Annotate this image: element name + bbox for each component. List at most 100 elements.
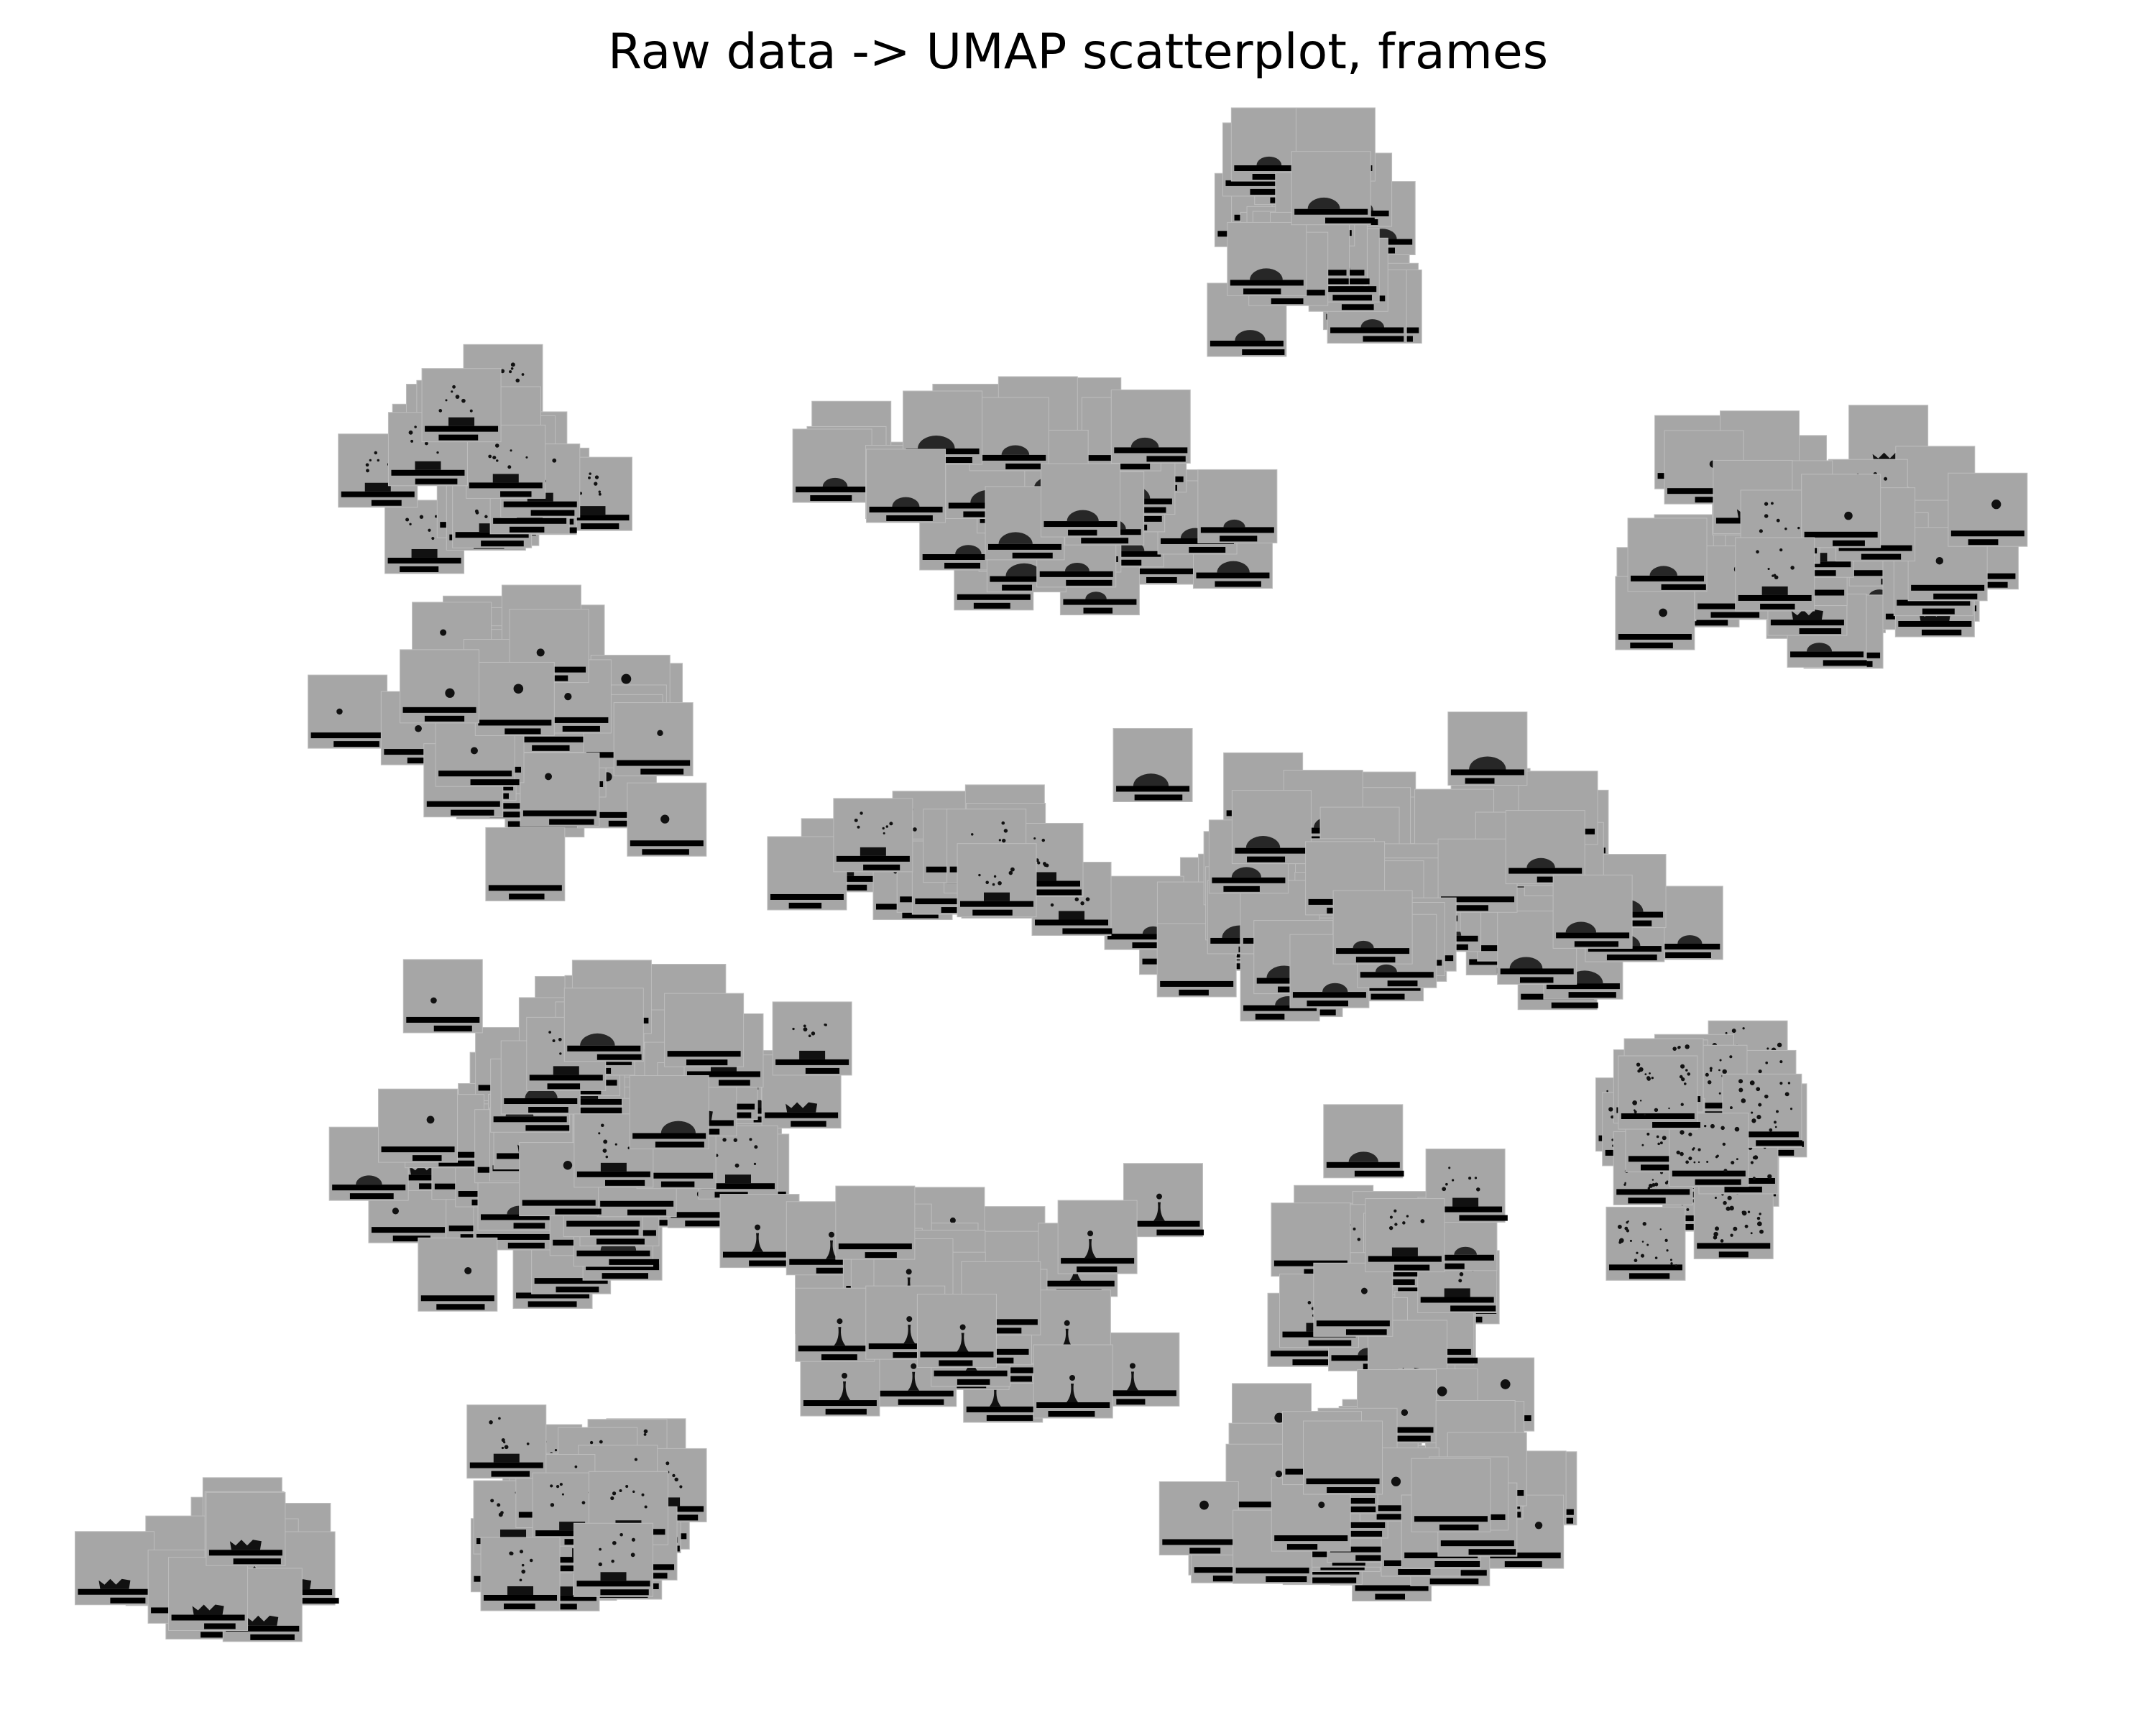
frame-caption-bar <box>562 725 600 732</box>
splash-particle <box>559 1052 562 1055</box>
splash-particle <box>510 367 514 370</box>
spray-particle <box>1722 1142 1726 1146</box>
ground-line <box>469 1462 543 1468</box>
ground-line <box>576 1250 650 1256</box>
ground-line <box>1087 551 1161 557</box>
scatter-thumbnail <box>1112 727 1193 802</box>
splash-particle <box>1357 1238 1361 1241</box>
frame-caption-bar <box>1922 608 1955 615</box>
splash-particle <box>1459 1271 1464 1276</box>
jet <box>908 1371 920 1391</box>
scatter-thumbnail <box>1303 1420 1383 1495</box>
jet <box>1084 1239 1097 1259</box>
scatter-thumbnail <box>627 782 707 857</box>
droplet-dome <box>1250 268 1283 280</box>
frame-caption-bar <box>1116 1399 1146 1405</box>
splash-particle <box>1394 1223 1398 1226</box>
splash-crown <box>500 1530 527 1539</box>
scatter-thumbnail <box>629 1075 709 1149</box>
ground-line <box>504 1098 578 1105</box>
spray-particle <box>1685 1069 1688 1072</box>
scatter-thumbnail <box>792 428 872 503</box>
splash-particle <box>612 1540 617 1545</box>
frame-caption-bar <box>1974 581 2008 588</box>
falling-droplet <box>1437 1386 1447 1397</box>
spray-particle <box>1714 1196 1717 1200</box>
ground-line <box>1618 634 1692 640</box>
falling-droplet <box>545 773 553 781</box>
splash-particle <box>1085 897 1090 901</box>
ground-line <box>1621 1113 1695 1120</box>
ground-line <box>310 732 384 739</box>
spray-particle <box>1651 1077 1654 1080</box>
falling-droplet <box>564 693 572 701</box>
spray-particle <box>1641 1241 1644 1243</box>
splash-crown <box>799 1050 826 1059</box>
splash-particle <box>733 1138 738 1142</box>
spray-particle <box>1731 1029 1736 1034</box>
jet-drop <box>837 1318 843 1325</box>
splash-particle <box>753 1162 757 1165</box>
spray-particle <box>1662 1136 1667 1141</box>
ground-line <box>402 707 476 713</box>
falling-droplet <box>1401 1409 1409 1416</box>
splash-particle <box>614 1143 617 1146</box>
scatter-thumbnail <box>466 424 546 499</box>
chart-title: Raw data -> UMAP scatterplot, frames <box>607 24 1549 80</box>
spray-particle <box>1718 1069 1720 1072</box>
frame-caption-bar <box>525 1125 570 1131</box>
cluster-bottom-left-splash <box>466 1404 707 1611</box>
scatter-thumbnail <box>664 993 745 1067</box>
splash-particle <box>548 1031 551 1034</box>
spray-particle <box>1693 1161 1696 1164</box>
spray-particle <box>1709 1067 1713 1070</box>
splash-particle <box>498 1512 503 1517</box>
spray-particle <box>1619 1225 1621 1228</box>
splash-particle <box>1771 502 1774 505</box>
splash-particle <box>1406 1215 1409 1218</box>
falling-droplet <box>660 814 670 824</box>
splash-particle <box>644 1505 648 1509</box>
ground-line <box>1102 1390 1176 1397</box>
splash-particle <box>365 463 369 467</box>
splash-particle <box>971 833 974 836</box>
ground-line <box>1366 1270 1440 1276</box>
splash-crown <box>579 506 606 515</box>
splash-particle <box>1074 897 1079 901</box>
frame-caption-bar <box>1083 607 1113 614</box>
frame-caption-bar <box>944 563 981 569</box>
frame-caption-bar <box>589 1229 639 1236</box>
spray-particle <box>1680 1151 1684 1156</box>
spray-particle <box>1719 1059 1722 1062</box>
jet <box>834 1327 846 1346</box>
splash-particle <box>1759 529 1763 533</box>
frame-caption-bar <box>1220 535 1258 542</box>
frame-caption-bar <box>1861 553 1902 560</box>
frame-caption-bar <box>1760 603 1795 610</box>
frame-caption-bar <box>1189 1547 1221 1554</box>
frame-caption-bar <box>1002 584 1033 591</box>
droplet-dome <box>1133 773 1169 786</box>
splash-crown <box>984 892 1010 901</box>
frame-caption-bar <box>1066 579 1112 586</box>
spray-particle <box>1758 1103 1762 1107</box>
droplet-dome <box>1256 156 1282 165</box>
spray-particle <box>1692 1148 1695 1151</box>
ground-line <box>1360 972 1434 978</box>
splash-particle <box>436 451 439 454</box>
jet-drop <box>949 1217 956 1223</box>
frame-caption-bar <box>1355 957 1396 963</box>
ground-line <box>838 1243 912 1250</box>
ground-line <box>1273 1260 1348 1266</box>
spray-particle <box>1651 1179 1654 1181</box>
falling-droplet <box>470 747 478 755</box>
ground-line <box>529 1075 603 1081</box>
spray-particle <box>1759 1229 1764 1234</box>
scatter-thumbnail <box>1618 1055 1700 1130</box>
spray-particle <box>1713 1231 1718 1237</box>
frame-caption-bar <box>1551 1002 1598 1008</box>
splash-particle <box>632 1490 635 1493</box>
jet <box>903 1325 916 1344</box>
frame-caption-bar <box>333 741 379 748</box>
spray-particle <box>1668 1107 1670 1110</box>
